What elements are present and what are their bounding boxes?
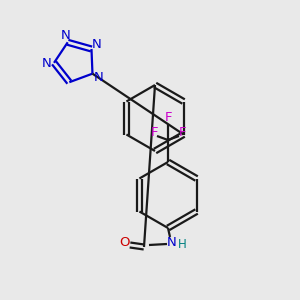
- Text: F: F: [178, 127, 186, 140]
- Text: O: O: [119, 236, 129, 250]
- Text: N: N: [42, 57, 52, 70]
- Text: N: N: [93, 71, 103, 84]
- Text: F: F: [164, 111, 172, 124]
- Text: N: N: [60, 29, 70, 42]
- Text: H: H: [178, 238, 186, 250]
- Text: N: N: [92, 38, 102, 51]
- Text: N: N: [167, 236, 177, 248]
- Text: F: F: [150, 127, 158, 140]
